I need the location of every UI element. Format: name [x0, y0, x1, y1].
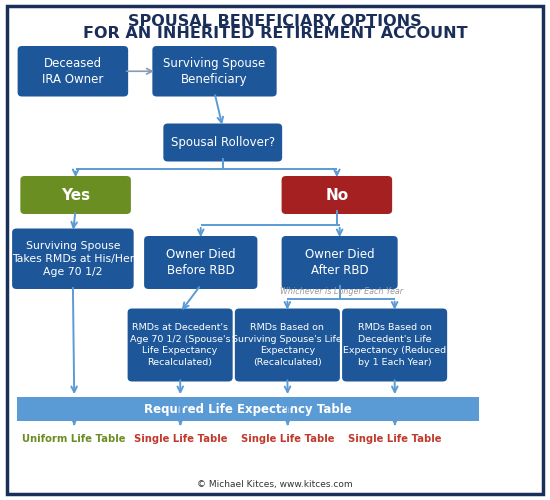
FancyBboxPatch shape: [235, 308, 340, 382]
Text: Single Life Table: Single Life Table: [134, 434, 227, 444]
Text: Whichever is Longer Each Year: Whichever is Longer Each Year: [279, 287, 403, 296]
Text: Owner Died
Before RBD: Owner Died Before RBD: [166, 248, 235, 277]
Text: RMDs at Decedent's
Age 70 1/2 (Spouse's
Life Expectancy
Recalculated): RMDs at Decedent's Age 70 1/2 (Spouse's …: [130, 324, 230, 366]
Text: Single Life Table: Single Life Table: [241, 434, 334, 444]
Text: Owner Died
After RBD: Owner Died After RBD: [305, 248, 375, 277]
FancyBboxPatch shape: [282, 236, 398, 289]
FancyBboxPatch shape: [20, 176, 131, 214]
FancyBboxPatch shape: [18, 46, 128, 96]
Text: Deceased
IRA Owner: Deceased IRA Owner: [42, 56, 103, 86]
Text: Single Life Table: Single Life Table: [348, 434, 442, 444]
FancyBboxPatch shape: [144, 236, 257, 289]
Text: SPOUSAL BENEFICIARY OPTIONS: SPOUSAL BENEFICIARY OPTIONS: [128, 14, 422, 28]
FancyBboxPatch shape: [163, 124, 282, 162]
Text: Required Life Expectancy Table: Required Life Expectancy Table: [144, 402, 351, 415]
FancyBboxPatch shape: [16, 397, 478, 421]
Text: RMDs Based on
Surviving Spouse's Life
Expectancy
(Recalculated): RMDs Based on Surviving Spouse's Life Ex…: [233, 324, 342, 366]
Text: Yes: Yes: [61, 188, 90, 202]
FancyBboxPatch shape: [128, 308, 233, 382]
FancyBboxPatch shape: [282, 176, 392, 214]
Text: Surviving Spouse
Beneficiary: Surviving Spouse Beneficiary: [163, 56, 266, 86]
FancyBboxPatch shape: [12, 228, 134, 289]
Text: © Michael Kitces, www.kitces.com: © Michael Kitces, www.kitces.com: [197, 480, 353, 489]
Text: No: No: [325, 188, 349, 202]
Text: Uniform Life Table: Uniform Life Table: [23, 434, 126, 444]
Text: Surviving Spouse
Takes RMDs at His/Her
Age 70 1/2: Surviving Spouse Takes RMDs at His/Her A…: [12, 241, 134, 276]
Text: FOR AN INHERITED RETIREMENT ACCOUNT: FOR AN INHERITED RETIREMENT ACCOUNT: [82, 26, 468, 41]
FancyBboxPatch shape: [342, 308, 447, 382]
Text: Spousal Rollover?: Spousal Rollover?: [170, 136, 275, 149]
Text: RMDs Based on
Decedent's Life
Expectancy (Reduced
by 1 Each Year): RMDs Based on Decedent's Life Expectancy…: [343, 324, 446, 366]
FancyBboxPatch shape: [152, 46, 277, 96]
